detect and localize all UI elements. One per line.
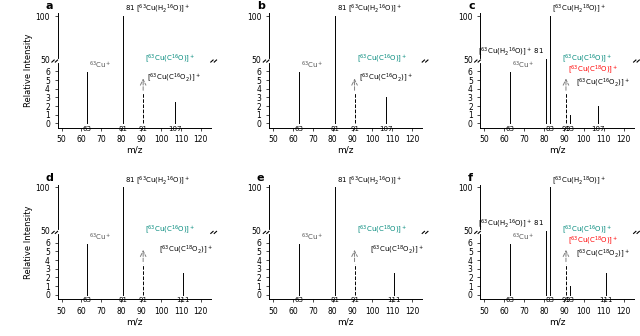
Text: [$^{63}$Cu(C$^{16}$O$_2$)]$^+$: [$^{63}$Cu(C$^{16}$O$_2$)]$^+$ [147,72,201,84]
Text: 91: 91 [561,297,570,303]
Text: [$^{63}$Cu(C$^{16}$O)]$^+$: [$^{63}$Cu(C$^{16}$O)]$^+$ [356,52,407,65]
Text: d: d [45,172,53,182]
Text: 63: 63 [83,126,92,131]
Text: 91: 91 [139,297,148,303]
Text: 81 [$^{63}$Cu(H$_2$$^{16}$O)]$^+$: 81 [$^{63}$Cu(H$_2$$^{16}$O)]$^+$ [125,2,191,15]
Text: $^{63}$Cu$^+$: $^{63}$Cu$^+$ [512,232,535,243]
Text: c: c [468,1,475,11]
X-axis label: m/z: m/z [548,317,565,326]
Text: [$^{63}$Cu(C$^{18}$O)]$^+$: [$^{63}$Cu(C$^{18}$O)]$^+$ [568,234,618,247]
Text: [$^{63}$Cu(C$^{16}$O$_2$)]$^+$: [$^{63}$Cu(C$^{16}$O$_2$)]$^+$ [576,76,630,89]
Text: 111: 111 [176,297,189,303]
Text: $^{63}$Cu$^+$: $^{63}$Cu$^+$ [90,60,112,72]
Text: 81: 81 [119,126,128,131]
Text: 81 [$^{63}$Cu(H$_2$$^{16}$O)]$^+$: 81 [$^{63}$Cu(H$_2$$^{16}$O)]$^+$ [337,2,402,15]
Text: [$^{63}$Cu(C$^{18}$O$_2$)]$^+$: [$^{63}$Cu(C$^{18}$O$_2$)]$^+$ [159,243,212,256]
Text: [$^{63}$Cu(H$_2$$^{16}$O)]$^+$ 81: [$^{63}$Cu(H$_2$$^{16}$O)]$^+$ 81 [478,46,544,58]
Text: [$^{63}$Cu(C$^{16}$O$_2$)]$^+$: [$^{63}$Cu(C$^{16}$O$_2$)]$^+$ [358,72,412,84]
Text: 107: 107 [168,126,182,131]
Text: 81: 81 [330,126,339,131]
Text: 111: 111 [599,297,612,303]
Text: 63: 63 [294,297,303,303]
X-axis label: m/z: m/z [337,317,354,326]
Text: 81: 81 [330,297,339,303]
Text: 83: 83 [545,126,554,131]
Y-axis label: Relative Intensity: Relative Intensity [24,34,33,107]
Text: [$^{63}$Cu(C$^{18}$O$_2$)]$^+$: [$^{63}$Cu(C$^{18}$O$_2$)]$^+$ [576,247,630,260]
X-axis label: m/z: m/z [126,317,143,326]
Text: [$^{63}$Cu(C$^{18}$O)]$^+$: [$^{63}$Cu(C$^{18}$O)]$^+$ [356,223,407,236]
Text: 63: 63 [83,297,92,303]
Text: 93: 93 [565,297,575,303]
Text: $^{63}$Cu$^+$: $^{63}$Cu$^+$ [90,232,112,243]
Text: b: b [257,1,264,11]
Text: 63: 63 [294,126,303,131]
Text: 81 [$^{63}$Cu(H$_2$$^{16}$O)]$^+$: 81 [$^{63}$Cu(H$_2$$^{16}$O)]$^+$ [337,174,402,186]
Text: 91: 91 [139,126,148,131]
Text: [$^{63}$Cu(H$_2$$^{16}$O)]$^+$ 81: [$^{63}$Cu(H$_2$$^{16}$O)]$^+$ 81 [478,217,544,230]
Text: 91: 91 [350,126,359,131]
X-axis label: m/z: m/z [126,146,143,155]
Text: [$^{63}$Cu(C$^{16}$O)]$^+$: [$^{63}$Cu(C$^{16}$O)]$^+$ [145,52,195,65]
Text: 107: 107 [591,126,605,131]
Text: [$^{63}$Cu(C$^{16}$O)]$^+$: [$^{63}$Cu(C$^{16}$O)]$^+$ [145,223,195,236]
Text: a: a [45,1,53,11]
Text: $^{63}$Cu$^+$: $^{63}$Cu$^+$ [301,232,323,243]
X-axis label: m/z: m/z [548,146,565,155]
Text: [$^{63}$Cu(C$^{18}$O$_2$)]$^+$: [$^{63}$Cu(C$^{18}$O$_2$)]$^+$ [371,243,424,256]
Text: 81 [$^{63}$Cu(H$_2$$^{16}$O)]$^+$: 81 [$^{63}$Cu(H$_2$$^{16}$O)]$^+$ [125,174,191,186]
X-axis label: m/z: m/z [337,146,354,155]
Text: $^{63}$Cu$^+$: $^{63}$Cu$^+$ [512,60,535,72]
Text: [$^{63}$Cu(H$_2$$^{18}$O)]$^+$: [$^{63}$Cu(H$_2$$^{18}$O)]$^+$ [552,2,606,15]
Text: 93: 93 [565,126,575,131]
Text: f: f [468,172,473,182]
Text: [$^{63}$Cu(C$^{16}$O)]$^+$: [$^{63}$Cu(C$^{16}$O)]$^+$ [562,52,612,65]
Text: 83: 83 [545,297,554,303]
Text: [$^{63}$Cu(C$^{18}$O)]$^+$: [$^{63}$Cu(C$^{18}$O)]$^+$ [568,63,618,76]
Text: $^{63}$Cu$^+$: $^{63}$Cu$^+$ [301,60,323,72]
Text: 91: 91 [350,297,359,303]
Text: [$^{63}$Cu(H$_2$$^{18}$O)]$^+$: [$^{63}$Cu(H$_2$$^{18}$O)]$^+$ [552,174,606,186]
Text: e: e [257,172,264,182]
Y-axis label: Relative Intensity: Relative Intensity [24,205,33,279]
Text: 107: 107 [380,126,393,131]
Text: 63: 63 [506,126,515,131]
Text: 63: 63 [506,297,515,303]
Text: [$^{63}$Cu(C$^{16}$O)]$^+$: [$^{63}$Cu(C$^{16}$O)]$^+$ [562,223,612,236]
Text: 91: 91 [561,126,570,131]
Text: 111: 111 [388,297,401,303]
Text: 81: 81 [119,297,128,303]
